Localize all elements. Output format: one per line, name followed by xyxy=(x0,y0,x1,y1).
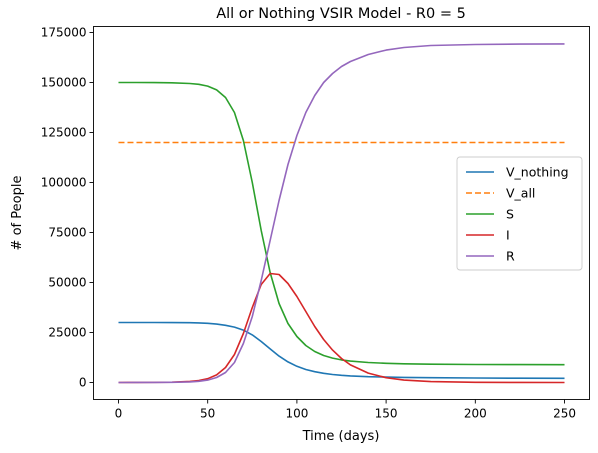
chart-title: All or Nothing VSIR Model - R0 = 5 xyxy=(216,6,466,22)
x-tick-label: 150 xyxy=(375,407,398,421)
series-line-r xyxy=(118,43,565,384)
series-line-v-nothing xyxy=(118,321,565,380)
plot-frame xyxy=(93,26,590,400)
legend-box xyxy=(456,156,583,271)
y-tick-label: 50000 xyxy=(48,276,86,290)
y-tick-label: 25000 xyxy=(48,326,86,340)
legend-items: V_nothing V_all SIR xyxy=(466,165,569,264)
legend-label-r: R xyxy=(506,249,515,264)
legend: V_nothing V_all SIR xyxy=(456,156,583,271)
y-tick-label: 150000 xyxy=(41,76,87,90)
y-axis-ticks: 0 25000 50000 75000 100000 125000 150000 175000 xyxy=(41,26,94,390)
y-tick-label: 100000 xyxy=(41,176,87,190)
x-tick-label: 50 xyxy=(200,407,215,421)
y-tick-label: 0 xyxy=(79,376,87,390)
legend-label-v-nothing: V_nothing xyxy=(506,165,569,180)
legend-label-i: I xyxy=(506,228,510,243)
x-axis-ticks: 0 50 100 150 200 250 xyxy=(115,399,576,421)
x-tick-label: 0 xyxy=(115,407,123,421)
y-axis-label: # of People xyxy=(10,176,25,251)
series-line-s xyxy=(118,81,565,366)
x-tick-label: 200 xyxy=(464,407,487,421)
x-tick-label: 100 xyxy=(285,407,308,421)
y-tick-label: 75000 xyxy=(48,226,86,240)
x-tick-label: 250 xyxy=(553,407,576,421)
legend-label-v-all: V_all xyxy=(506,186,535,201)
y-tick-label: 175000 xyxy=(41,26,87,40)
y-tick-label: 125000 xyxy=(41,126,87,140)
series-layer xyxy=(118,43,565,384)
legend-label-s: S xyxy=(506,207,514,222)
x-axis-label: Time (days) xyxy=(302,429,380,444)
